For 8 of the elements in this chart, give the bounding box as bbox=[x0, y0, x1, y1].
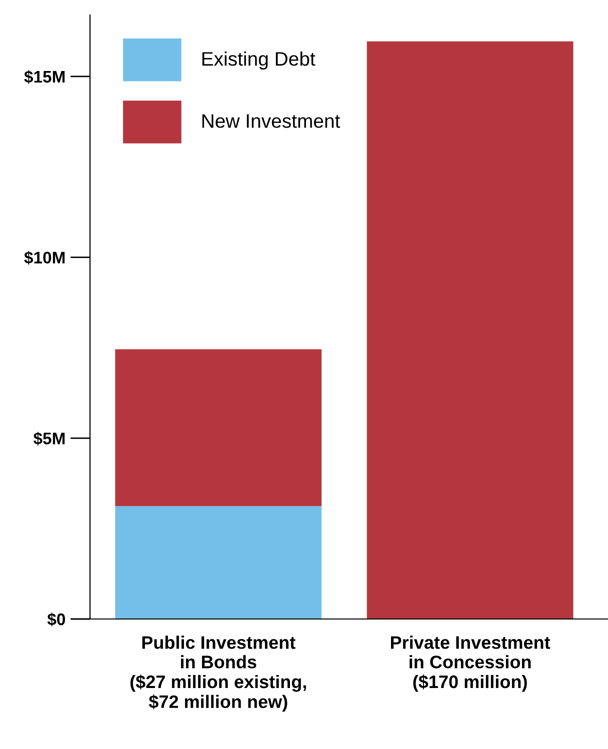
y-tick-label: $15M bbox=[24, 70, 65, 84]
y-tick-label: $5M bbox=[33, 432, 65, 446]
legend-label: Existing Debt bbox=[202, 51, 316, 70]
x-tick-label: Private Investment in Concession ($170 million) bbox=[391, 636, 550, 692]
y-tick-label: $0 bbox=[47, 612, 66, 626]
y-tick-label: $10M bbox=[24, 250, 65, 265]
legend-label: New Investment bbox=[202, 114, 340, 128]
x-tick-label: Public Investment in Bonds ($27 million existing, $72 million new) bbox=[130, 636, 306, 712]
